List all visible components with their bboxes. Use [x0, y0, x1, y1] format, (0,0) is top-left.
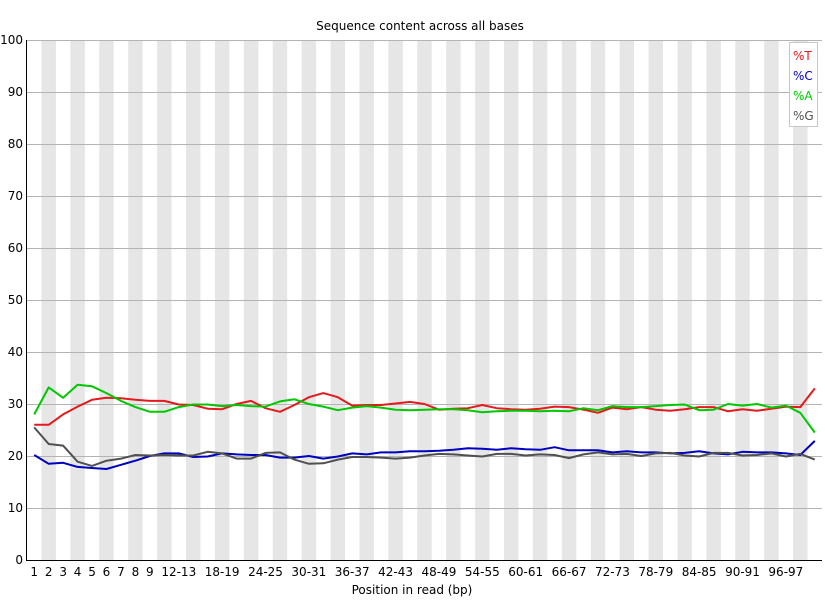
legend-box	[789, 42, 818, 127]
x-tick-label: 60-61	[508, 565, 543, 579]
x-tick-label: 8	[132, 565, 140, 579]
x-axis-label: Position in read (bp)	[352, 583, 473, 597]
x-tick-label: 90-91	[725, 565, 760, 579]
x-tick-label: 7	[117, 565, 125, 579]
series-line-c	[33, 440, 816, 470]
x-tick-label: 6	[103, 565, 111, 579]
x-tick-label: 24-25	[248, 565, 283, 579]
y-tick-label: 10	[8, 501, 23, 515]
x-axis-ticks: 1 2 3 4 5 6 7 8 9 12-13 18-19 24-25 30-31 36-37 42-43 4…	[30, 565, 803, 579]
y-tick-label: 100	[0, 33, 23, 47]
y-tick-label: 70	[8, 189, 23, 203]
x-tick-label: 78-79	[638, 565, 673, 579]
series-line-g	[33, 426, 816, 467]
x-tick-label: 18-19	[205, 565, 240, 579]
legend-entry: %C	[793, 69, 813, 83]
chart-title: Sequence content across all bases	[316, 19, 524, 33]
x-tick-label: 36-37	[335, 565, 370, 579]
x-tick-label: 66-67	[552, 565, 587, 579]
axes	[26, 40, 822, 561]
x-tick-label: 1	[30, 565, 38, 579]
series-lines	[33, 383, 816, 470]
x-tick-label: 5	[88, 565, 96, 579]
y-tick-label: 90	[8, 85, 23, 99]
x-tick-label: 2	[45, 565, 53, 579]
x-tick-label: 30-31	[291, 565, 326, 579]
x-tick-label: 96-97	[768, 565, 803, 579]
x-tick-label: 9	[146, 565, 154, 579]
y-tick-label: 80	[8, 137, 23, 151]
legend-entry: %T	[793, 49, 812, 63]
y-axis-ticks: 0 10 20 30 40 50 60 70 80 90 100	[0, 33, 23, 567]
y-tick-label: 40	[8, 345, 23, 359]
series-line-a	[33, 383, 816, 434]
y-tick-label: 0	[15, 553, 23, 567]
legend-entry: %G	[793, 109, 814, 123]
y-tick-label: 50	[8, 293, 23, 307]
x-tick-label: 72-73	[595, 565, 630, 579]
y-tick-label: 20	[8, 449, 23, 463]
x-tick-label: 54-55	[465, 565, 500, 579]
legend: %T %C %A %G	[789, 42, 818, 127]
legend-entry: %A	[793, 89, 813, 103]
series-line-t	[34, 387, 816, 426]
y-tick-label: 30	[8, 397, 23, 411]
x-tick-label: 48-49	[422, 565, 457, 579]
x-tick-label: 12-13	[161, 565, 196, 579]
y-tick-label: 60	[8, 241, 23, 255]
x-tick-label: 3	[59, 565, 67, 579]
x-tick-label: 4	[74, 565, 82, 579]
x-tick-label: 42-43	[378, 565, 413, 579]
x-tick-label: 84-85	[682, 565, 717, 579]
